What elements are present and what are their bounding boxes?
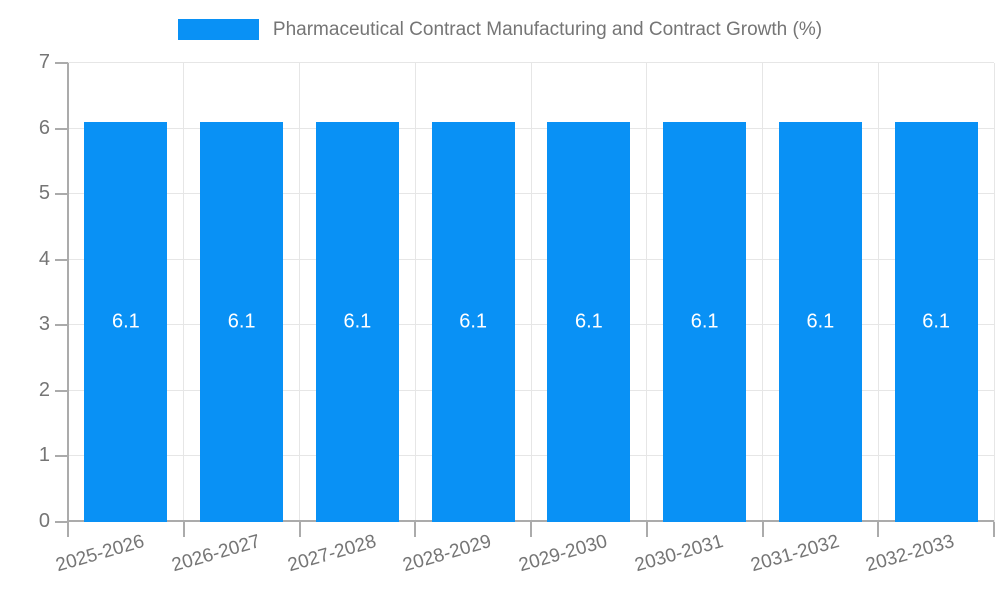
bar[interactable]: 6.1 [547,122,631,522]
x-category-label: 2031-2032 [748,531,842,577]
x-category-label: 2029-2030 [516,531,610,577]
y-tick-label: 3 [38,313,50,336]
x-axis-tick [530,522,532,537]
y-tick-label: 7 [38,51,50,74]
y-tick-label: 5 [38,182,50,205]
y-axis-tick [55,193,68,196]
x-category-label: 2027-2028 [285,531,379,577]
bar-value-label: 6.1 [343,310,372,333]
v-gridline [877,63,879,522]
y-axis-tick [55,455,68,458]
bar[interactable]: 6.1 [663,122,747,522]
bar-value-label: 6.1 [111,310,140,333]
y-tick-label: 4 [38,247,50,270]
y-axis-tick [55,258,68,261]
y-tick-label: 1 [38,444,50,467]
bar-value-label: 6.1 [806,310,835,333]
x-axis-tick [182,522,185,537]
y-axis-tick [55,324,68,327]
x-axis-tick [67,522,69,537]
v-gridline [530,63,532,522]
x-axis-tick [645,522,648,537]
bar[interactable]: 6.1 [315,122,399,522]
v-gridline [299,63,300,522]
plot-area: 6.1 6.1 6.1 6.1 6.1 6.1 6.1 6.1 [67,62,995,522]
v-gridline [762,63,763,522]
v-gridline [993,63,995,522]
y-axis-tick [55,127,68,130]
v-gridline [183,63,185,522]
bar-value-label: 6.1 [459,310,488,333]
bar-value-label: 6.1 [922,310,951,333]
v-gridline [646,63,648,522]
x-axis-tick [761,522,764,537]
h-gridline [68,62,994,63]
legend: Pharmaceutical Contract Manufacturing an… [0,18,1000,41]
x-axis-tick [298,522,301,537]
bar-value-label: 6.1 [690,310,719,333]
bar[interactable]: 6.1 [778,122,862,522]
bar-value-label: 6.1 [574,310,603,333]
y-axis-line [67,63,69,522]
x-axis-tick [993,522,995,537]
legend-swatch[interactable] [177,19,259,40]
y-axis-tick [55,62,68,64]
x-category-label: 2026-2027 [169,531,263,577]
y-tick-label: 6 [38,116,50,139]
y-tick-label: 0 [38,510,50,533]
x-category-label: 2032-2033 [863,531,957,577]
x-axis-tick [877,522,880,537]
x-axis-tick [414,522,417,537]
bar-value-label: 6.1 [227,310,256,333]
y-axis-tick [55,389,68,392]
bar[interactable]: 6.1 [431,122,515,522]
y-axis-tick [55,521,68,523]
bar[interactable]: 6.1 [84,122,168,522]
x-category-label: 2028-2029 [400,531,494,577]
x-axis-line [68,520,994,522]
bar[interactable]: 6.1 [894,122,978,522]
chart-title: Pharmaceutical Contract Manufacturing an… [272,19,823,40]
x-category-label: 2025-2026 [53,531,147,577]
x-category-label: 2030-2031 [632,531,726,577]
v-gridline [414,63,416,522]
bar[interactable]: 6.1 [200,122,284,522]
y-tick-label: 2 [38,378,50,401]
